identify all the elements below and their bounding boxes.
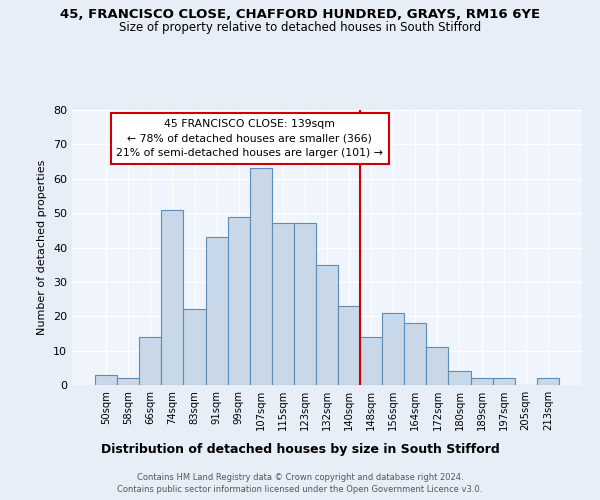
Text: Distribution of detached houses by size in South Stifford: Distribution of detached houses by size … [101,442,499,456]
Text: Contains public sector information licensed under the Open Government Licence v3: Contains public sector information licen… [118,485,482,494]
Bar [382,313,404,385]
Bar [250,168,272,385]
Bar [117,378,139,385]
Y-axis label: Number of detached properties: Number of detached properties [37,160,47,335]
Bar [272,224,294,385]
Text: 45 FRANCISCO CLOSE: 139sqm
← 78% of detached houses are smaller (366)
21% of sem: 45 FRANCISCO CLOSE: 139sqm ← 78% of deta… [116,118,383,158]
Bar [95,374,117,385]
Bar [448,371,470,385]
Bar [537,378,559,385]
Bar [404,323,427,385]
Text: Size of property relative to detached houses in South Stifford: Size of property relative to detached ho… [119,21,481,34]
Bar [184,310,206,385]
Bar [338,306,360,385]
Bar [493,378,515,385]
Bar [470,378,493,385]
Bar [294,224,316,385]
Text: 45, FRANCISCO CLOSE, CHAFFORD HUNDRED, GRAYS, RM16 6YE: 45, FRANCISCO CLOSE, CHAFFORD HUNDRED, G… [60,8,540,20]
Bar [427,347,448,385]
Bar [227,216,250,385]
Bar [360,337,382,385]
Bar [316,264,338,385]
Bar [206,237,227,385]
Text: Contains HM Land Registry data © Crown copyright and database right 2024.: Contains HM Land Registry data © Crown c… [137,472,463,482]
Bar [161,210,184,385]
Bar [139,337,161,385]
